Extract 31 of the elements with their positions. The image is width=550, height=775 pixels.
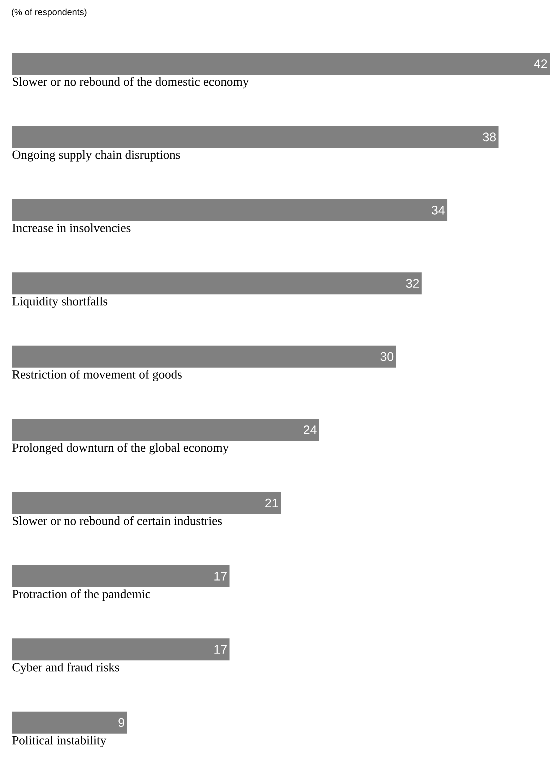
bar <box>12 272 422 295</box>
data-label: 17 <box>214 572 227 581</box>
data-label: 30 <box>380 352 394 362</box>
bar <box>12 199 448 222</box>
bar <box>12 638 230 661</box>
data-label: 21 <box>266 498 278 508</box>
y-tick-label: Increase in insolvencies <box>12 224 131 232</box>
bar <box>12 712 128 734</box>
bar <box>12 53 550 76</box>
y-tick-label: Liquidity shortfalls <box>12 296 108 308</box>
y-tick-label: Restriction of movement of goods <box>12 370 182 382</box>
bar <box>12 346 396 368</box>
chart-subtitle: (% of respondents) <box>12 8 87 18</box>
y-tick-label: Prolonged downturn of the global economy <box>12 443 230 455</box>
y-tick-label: Political instability <box>12 736 107 748</box>
bar <box>12 126 499 148</box>
y-tick-label: Protraction of the pandemic <box>12 590 151 602</box>
bar <box>12 492 282 514</box>
data-label: 34 <box>432 206 445 215</box>
data-label: 32 <box>406 279 420 288</box>
y-tick-label: Slower or no rebound of the domestic economy <box>13 77 250 89</box>
y-tick-label: Slower or no rebound of certain industries <box>13 516 222 526</box>
y-tick-label: Ongoing supply chain disruptions <box>12 150 180 162</box>
data-label: 24 <box>304 426 317 434</box>
data-label: 38 <box>483 132 496 142</box>
data-label: 17 <box>214 645 227 654</box>
y-tick-label: Cyber and fraud risks <box>12 662 120 674</box>
bar <box>12 419 320 442</box>
data-label: 42 <box>534 60 548 68</box>
data-label: 9 <box>118 718 125 728</box>
bar <box>12 565 230 588</box>
